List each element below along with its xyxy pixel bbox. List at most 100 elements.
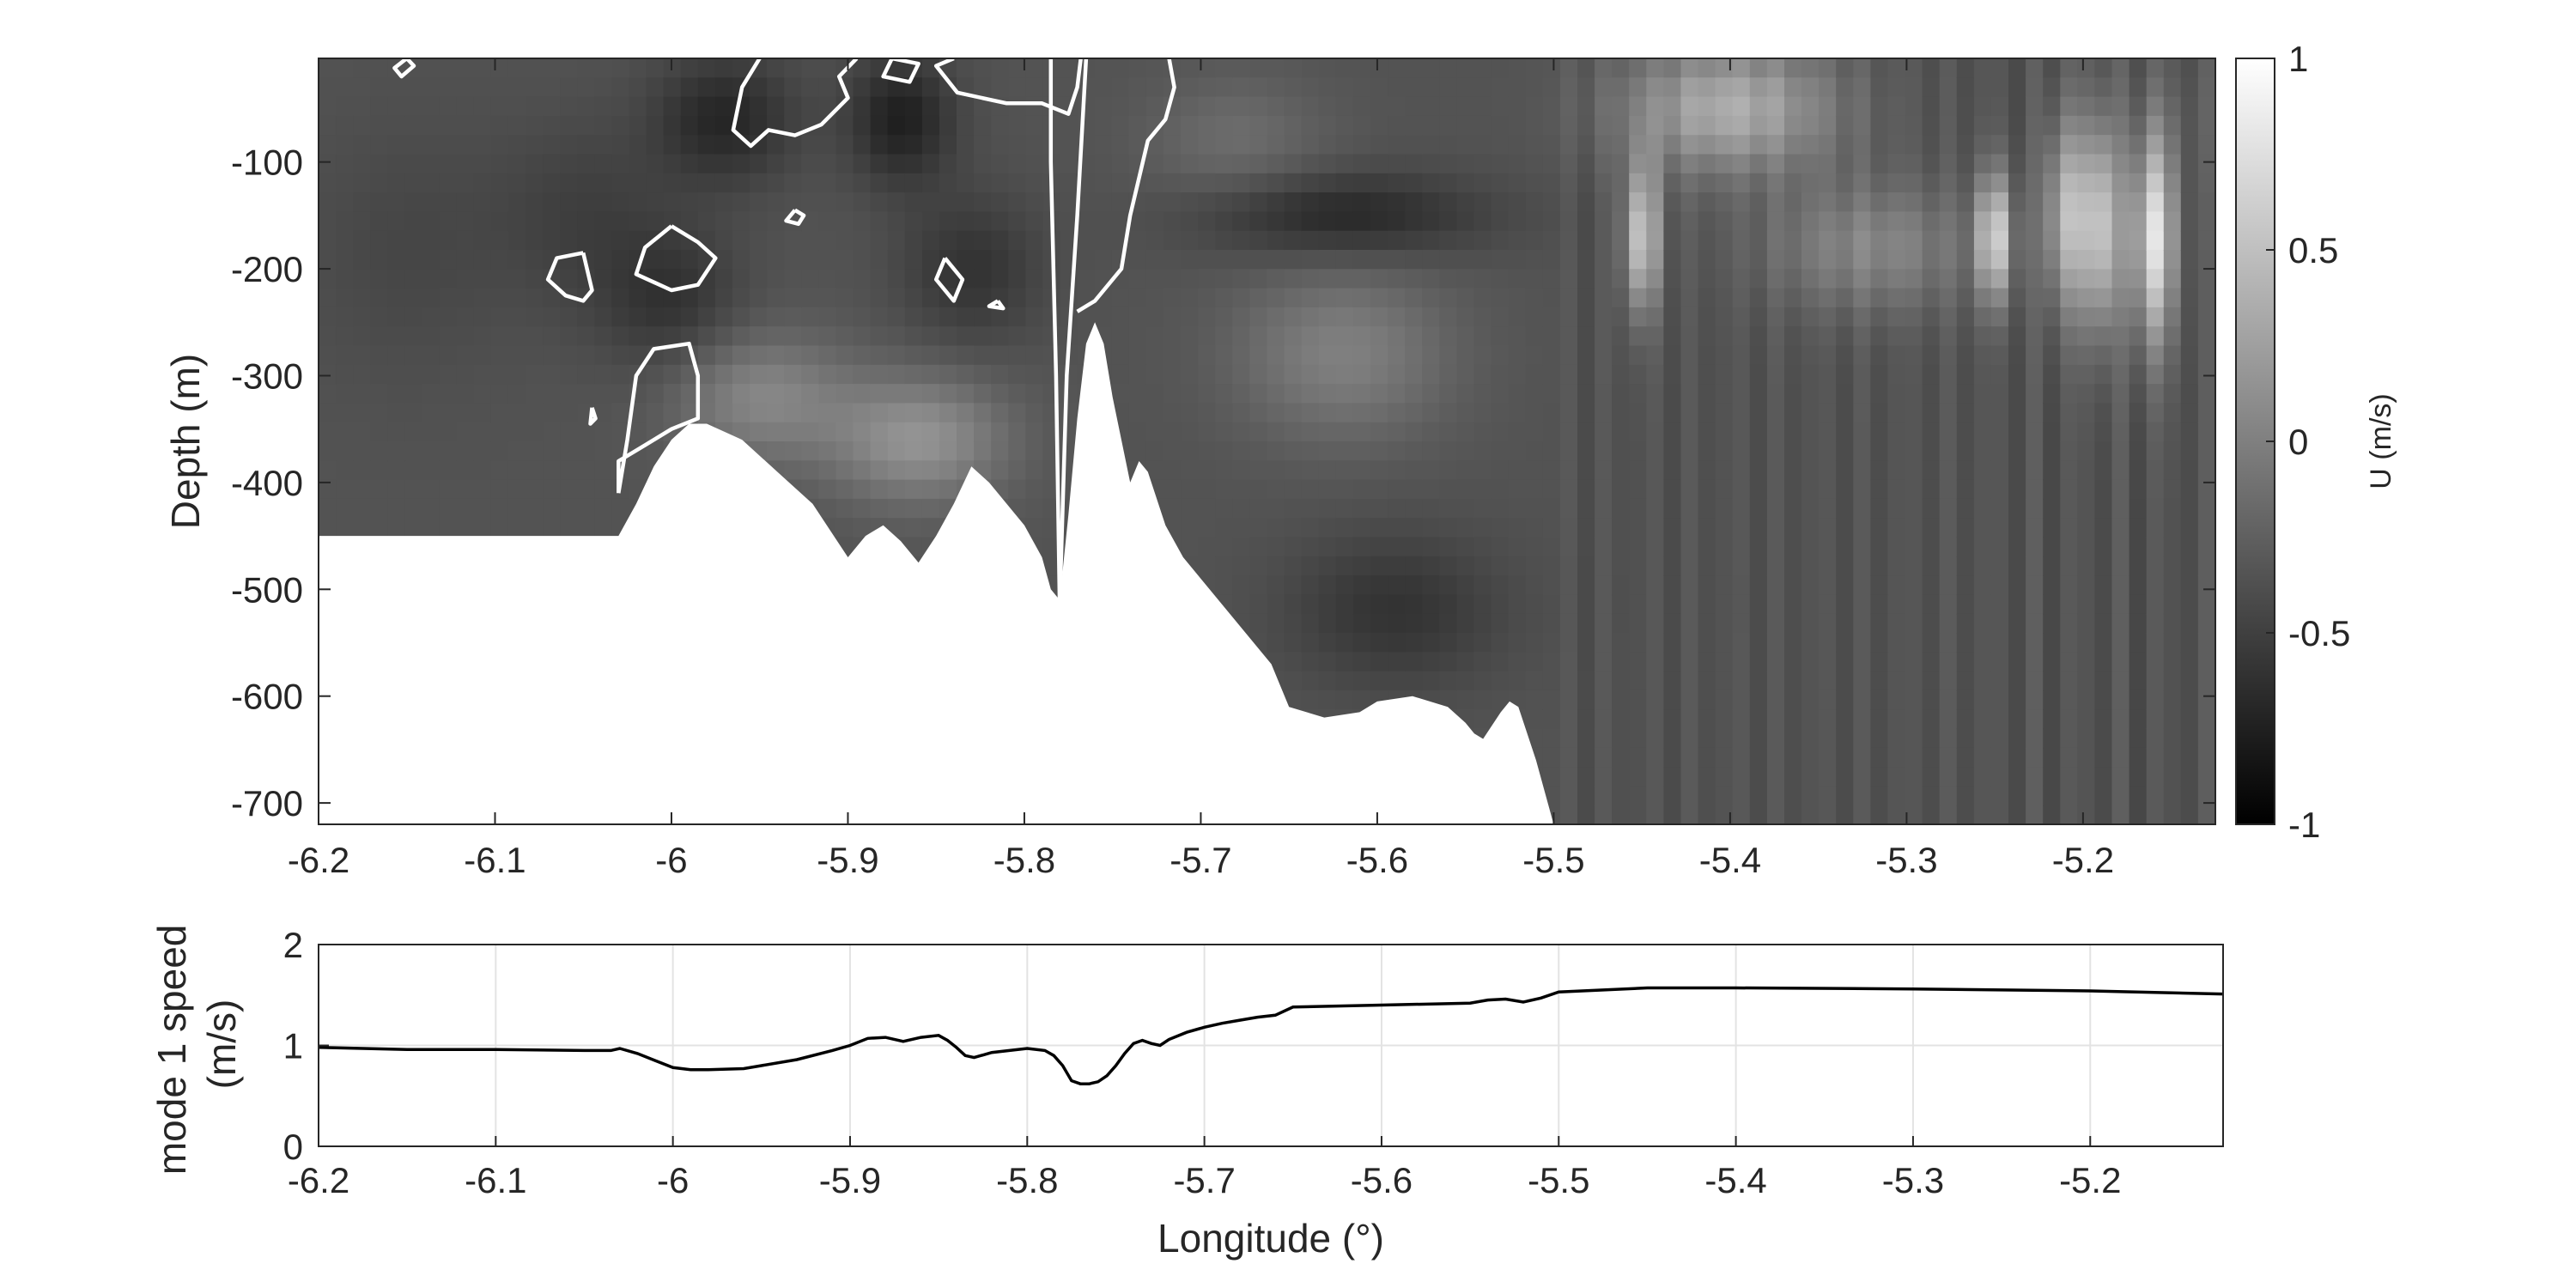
heatmap-cell	[1284, 613, 1303, 634]
heatmap-cell	[1318, 460, 1337, 481]
heatmap-cell	[1111, 77, 1130, 98]
heatmap-cell	[1542, 307, 1561, 327]
heatmap-cell	[1335, 518, 1354, 538]
heatmap-cell	[1284, 307, 1303, 327]
heatmap-cell	[1301, 498, 1320, 519]
heatmap-cell	[404, 192, 423, 213]
heatmap-cell	[767, 307, 785, 327]
heatmap-cell	[1749, 633, 1768, 653]
heatmap-cell	[2111, 403, 2130, 423]
heatmap-cell	[1629, 384, 1648, 404]
heatmap-cell	[507, 384, 526, 404]
heatmap-cell	[526, 364, 544, 385]
heatmap-cell	[1577, 58, 1595, 79]
heatmap-cell	[1595, 384, 1613, 404]
heatmap-cell	[1111, 307, 1130, 327]
heatmap-cell	[1163, 211, 1182, 232]
heatmap-cell	[1577, 326, 1595, 347]
heatmap-cell	[2060, 364, 2079, 385]
heatmap-cell	[853, 498, 872, 519]
heatmap-cell	[1732, 173, 1751, 193]
heatmap-cell	[1732, 652, 1751, 672]
heatmap-cell	[1301, 154, 1320, 174]
heatmap-cell	[1853, 747, 1872, 768]
heatmap-cell	[1836, 403, 1855, 423]
heatmap-cell	[1836, 786, 1855, 806]
heatmap-cell	[336, 135, 354, 155]
heatmap-cell	[1405, 364, 1424, 385]
heatmap-cell	[2094, 786, 2113, 806]
heatmap-cell	[439, 479, 458, 500]
heatmap-cell	[767, 154, 785, 174]
heatmap-cell	[1612, 441, 1630, 462]
heatmap-cell	[404, 115, 423, 136]
heatmap-cell	[1267, 345, 1285, 366]
heatmap-cell	[2094, 250, 2113, 270]
heatmap-cell	[1439, 211, 1458, 232]
heatmap-cell	[2197, 58, 2215, 79]
heatmap-cell	[1181, 460, 1199, 481]
heatmap-cell	[1646, 384, 1665, 404]
heatmap-cell	[629, 307, 647, 327]
heatmap-cell	[2197, 288, 2215, 308]
heatmap-cell	[1422, 192, 1441, 213]
heatmap-cell	[1698, 747, 1716, 768]
heatmap-cell	[1732, 537, 1751, 557]
heatmap-cell	[1439, 575, 1458, 596]
x-tick-label: -5.9	[819, 1160, 881, 1200]
heatmap-cell	[507, 345, 526, 366]
heatmap-cell	[1267, 173, 1285, 193]
heatmap-cell	[1905, 633, 1923, 653]
heatmap-cell	[1577, 460, 1595, 481]
heatmap-cell	[1439, 192, 1458, 213]
heatmap-cell	[1939, 326, 1958, 347]
heatmap-cell	[1577, 364, 1595, 385]
heatmap-cell	[1595, 767, 1613, 787]
heatmap-cell	[1439, 690, 1458, 710]
heatmap-cell	[2163, 211, 2182, 232]
heatmap-cell	[473, 479, 492, 500]
heatmap-cell	[1629, 192, 1648, 213]
heatmap-cell	[370, 77, 389, 98]
heatmap-cell	[2043, 633, 2062, 653]
heatmap-cell	[904, 96, 923, 117]
heatmap-cell	[370, 192, 389, 213]
heatmap-cell	[1887, 633, 1906, 653]
heatmap-cell	[577, 154, 596, 174]
heatmap-cell	[1595, 594, 1613, 615]
heatmap-cell	[526, 211, 544, 232]
heatmap-cell	[1232, 58, 1251, 79]
heatmap-cell	[870, 345, 889, 366]
heatmap-cell	[594, 192, 613, 213]
heatmap-cell	[1025, 211, 1044, 232]
heatmap-cell	[1646, 154, 1665, 174]
heatmap-cell	[1181, 173, 1199, 193]
heatmap-cell	[1680, 690, 1699, 710]
heatmap-cell	[2129, 805, 2148, 824]
heatmap-cell	[1973, 479, 1992, 500]
heatmap-cell	[1318, 556, 1337, 576]
heatmap-cell	[1577, 728, 1595, 749]
heatmap-cell	[2180, 709, 2199, 730]
heatmap-cell	[939, 96, 957, 117]
heatmap-cell	[1819, 307, 1837, 327]
heatmap-cell	[2146, 728, 2165, 749]
heatmap-cell	[801, 250, 820, 270]
heatmap-cell	[1094, 192, 1113, 213]
heatmap-cell	[1352, 115, 1371, 136]
heatmap-cell	[1388, 633, 1406, 653]
heatmap-cell	[750, 326, 768, 347]
heatmap-cell	[2077, 728, 2096, 749]
heatmap-cell	[1352, 58, 1371, 79]
heatmap-cell	[1352, 154, 1371, 174]
heatmap-cell	[1766, 135, 1785, 155]
heatmap-cell	[1801, 269, 1820, 289]
heatmap-cell	[1870, 690, 1889, 710]
heatmap-cell	[1887, 269, 1906, 289]
heatmap-cell	[2197, 135, 2215, 155]
heatmap-cell	[2146, 154, 2165, 174]
heatmap-cell	[818, 441, 837, 462]
heatmap-cell	[1181, 364, 1199, 385]
heatmap-cell	[1595, 192, 1613, 213]
contour-line	[731, 58, 859, 149]
